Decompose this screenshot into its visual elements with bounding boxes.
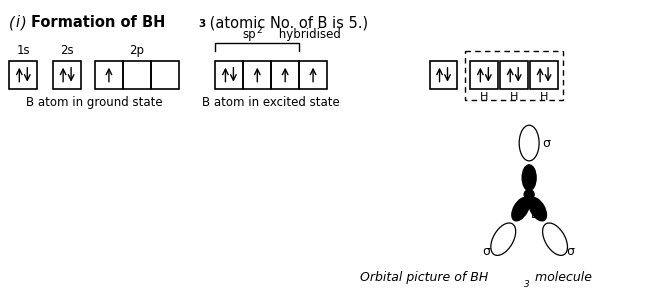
Ellipse shape — [543, 223, 568, 255]
Text: 2s: 2s — [60, 44, 74, 57]
Text: 1s: 1s — [16, 44, 30, 57]
Text: 3: 3 — [198, 19, 206, 29]
Ellipse shape — [512, 198, 530, 221]
Text: (atomic No. of B is 5.): (atomic No. of B is 5.) — [204, 15, 368, 30]
Bar — [500, 61, 528, 89]
Text: 3: 3 — [524, 280, 530, 289]
Bar — [530, 61, 558, 89]
Text: H: H — [480, 91, 489, 102]
Text: hybridised: hybridised — [275, 28, 341, 41]
Text: Orbital picture of BH: Orbital picture of BH — [360, 271, 488, 284]
Text: B atom in excited state: B atom in excited state — [202, 97, 340, 109]
Text: B: B — [531, 208, 539, 221]
Bar — [9, 61, 37, 89]
Bar — [470, 61, 498, 89]
Text: 2p: 2p — [129, 44, 145, 57]
Bar — [271, 61, 299, 89]
Bar — [243, 61, 271, 89]
Bar — [150, 61, 179, 89]
Bar — [215, 61, 243, 89]
Text: σ: σ — [542, 136, 550, 150]
Bar — [299, 61, 327, 89]
Text: H: H — [540, 91, 549, 102]
Ellipse shape — [519, 125, 539, 161]
Text: i: i — [15, 15, 20, 30]
Ellipse shape — [522, 165, 536, 191]
Circle shape — [524, 190, 534, 200]
Text: H: H — [510, 91, 518, 102]
Text: σ: σ — [566, 245, 574, 258]
Bar — [465, 51, 563, 100]
Text: (: ( — [9, 15, 15, 30]
Text: σ: σ — [482, 245, 490, 258]
Text: sp: sp — [242, 28, 256, 41]
Text: 2: 2 — [256, 26, 262, 35]
Bar — [53, 61, 81, 89]
Text: B atom in ground state: B atom in ground state — [26, 97, 162, 109]
Bar — [95, 61, 123, 89]
Ellipse shape — [491, 223, 516, 255]
Text: ): ) — [21, 15, 27, 30]
Text: molecule: molecule — [531, 271, 592, 284]
Ellipse shape — [529, 198, 547, 221]
Text: Formation of BH: Formation of BH — [32, 15, 166, 30]
Bar — [123, 61, 150, 89]
Bar — [430, 61, 457, 89]
